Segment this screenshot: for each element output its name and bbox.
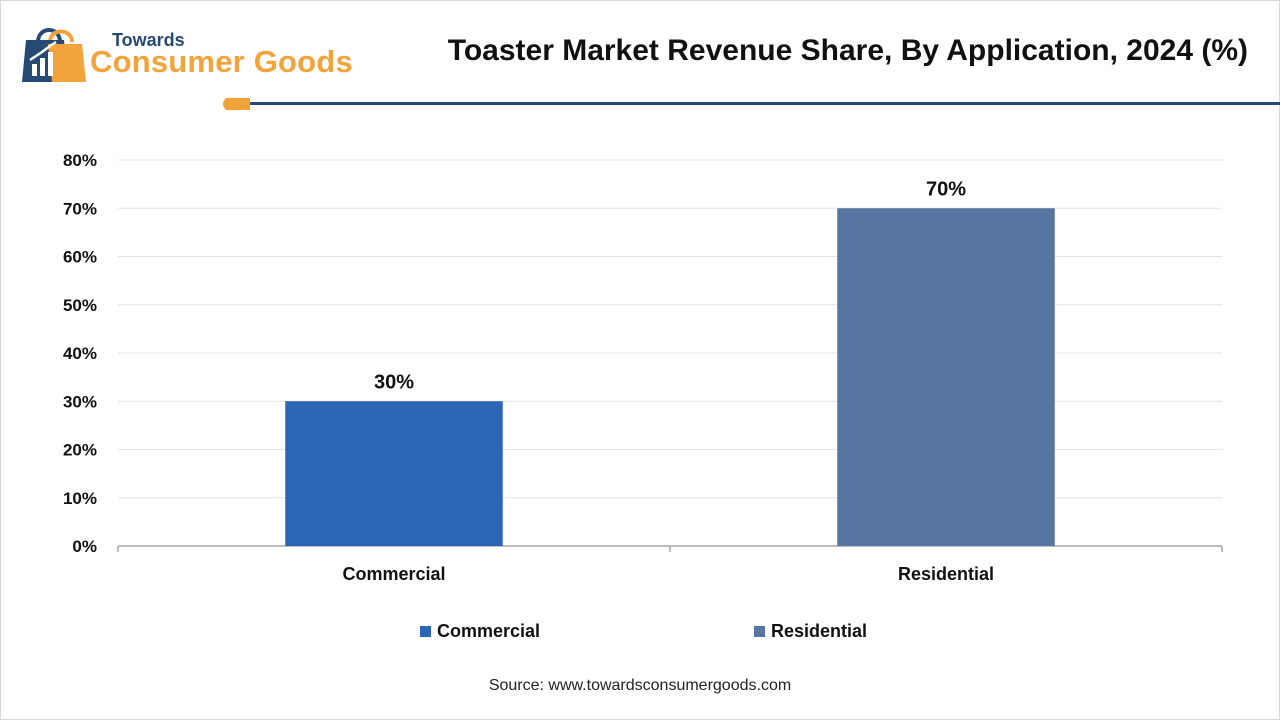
- y-tick-label: 50%: [63, 296, 97, 315]
- legend-item-residential: Residential: [754, 621, 867, 642]
- bar-commercial: [285, 401, 503, 546]
- chart-legend: Commercial Residential: [0, 621, 1280, 643]
- y-tick-label: 70%: [63, 199, 97, 218]
- header-divider: [223, 98, 1280, 110]
- legend-swatch-commercial: [420, 626, 431, 637]
- source-note: Source: www.towardsconsumergoods.com: [488, 677, 792, 694]
- x-tick-label-residential: Residential: [898, 564, 994, 584]
- y-tick-label: 40%: [63, 344, 97, 363]
- data-label-commercial: 30%: [374, 371, 414, 393]
- y-tick-label: 0%: [72, 537, 97, 556]
- brand-name-bottom: Consumer Goods: [90, 44, 353, 79]
- legend-swatch-residential: [754, 626, 765, 637]
- x-tick-label-commercial: Commercial: [342, 564, 445, 584]
- data-label-residential: 70%: [926, 178, 966, 200]
- y-tick-label: 10%: [63, 489, 97, 508]
- y-tick-label: 20%: [63, 441, 97, 460]
- shopping-bag-icon: [22, 28, 86, 82]
- y-tick-label: 80%: [63, 151, 97, 170]
- chart-title: Toaster Market Revenue Share, By Applica…: [447, 34, 1248, 67]
- bar-chart: 0% 10% 20% 30% 40% 50% 60% 70% 80% 30% Commercial 7…: [63, 151, 1223, 584]
- y-tick-label: 30%: [63, 392, 97, 411]
- legend-item-commercial: Commercial: [420, 621, 540, 642]
- legend-label-commercial: Commercial: [437, 621, 541, 641]
- bar-residential: [837, 208, 1055, 546]
- legend-label-residential: Residential: [771, 621, 868, 641]
- y-tick-label: 60%: [63, 248, 97, 267]
- brand-name-top: Towards: [112, 30, 185, 50]
- brand-logo: Towards Consumer Goods: [20, 20, 380, 90]
